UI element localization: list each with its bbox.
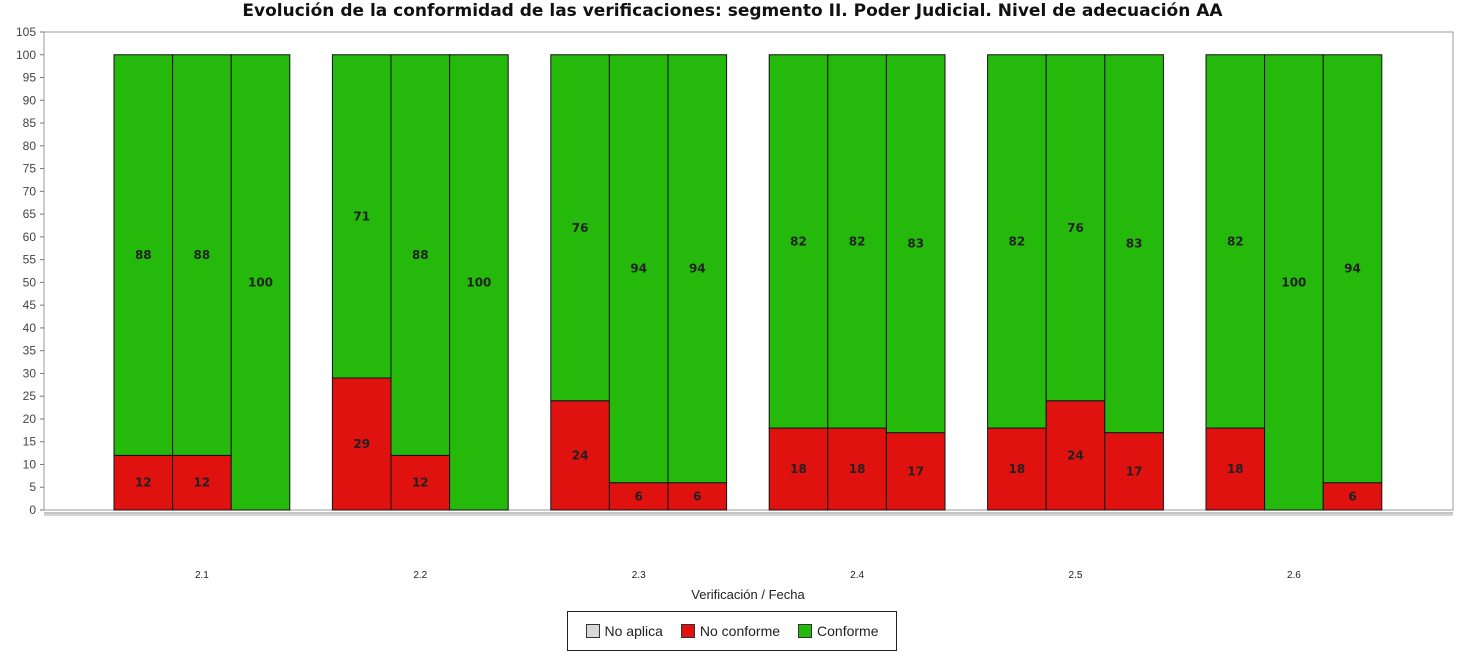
- bar-segment-conforme: [331, 54, 392, 379]
- bar-value-label: 24: [1067, 448, 1084, 462]
- bar-value-label: 18: [849, 462, 866, 476]
- y-tick-label: 55: [23, 253, 37, 267]
- bar-segment-no-conforme: [885, 432, 946, 511]
- bar-segment-conforme: [1045, 54, 1106, 402]
- legend-swatch: [798, 624, 813, 638]
- x-tick-label: 2.4: [850, 570, 864, 581]
- x-tick-label: 2.5: [1069, 570, 1083, 581]
- bar-value-label: 17: [1126, 464, 1143, 478]
- bar-segment-no-conforme: [331, 377, 392, 511]
- y-tick-label: 10: [23, 457, 37, 471]
- bar-value-label: 24: [572, 448, 589, 462]
- bar-value-label: 12: [135, 476, 152, 490]
- y-tick-label: 95: [23, 71, 37, 85]
- bar-value-label: 76: [572, 221, 589, 235]
- bar-segment-no-conforme: [667, 482, 728, 511]
- bar-value-label: 94: [630, 262, 647, 276]
- bar-segment-conforme: [550, 54, 610, 402]
- x-tick-label: 2.6: [1287, 570, 1301, 581]
- legend-label: Conforme: [817, 623, 879, 639]
- bar-value-label: 82: [1009, 234, 1026, 248]
- y-tick-label: 85: [23, 116, 37, 130]
- bar-value-label: 88: [135, 248, 152, 262]
- bar-segment-conforme: [667, 54, 728, 484]
- y-tick-label: 90: [23, 93, 37, 107]
- y-tick-label: 70: [23, 184, 37, 198]
- legend-swatch: [680, 624, 695, 638]
- legend-label: No aplica: [604, 623, 663, 639]
- y-tick-label: 20: [23, 412, 37, 426]
- bar-value-label: 18: [790, 462, 807, 476]
- bar-segment-conforme: [608, 54, 669, 484]
- bar-segment-no-conforme: [1104, 432, 1164, 511]
- bar-segment-conforme: [827, 54, 887, 429]
- x-tick-label: 2.1: [195, 570, 209, 581]
- bar-segment-no-conforme: [827, 427, 887, 511]
- bar-value-label: 17: [907, 464, 924, 478]
- bar-value-label: 82: [790, 234, 807, 248]
- bar-value-label: 88: [412, 248, 429, 262]
- y-tick-label: 80: [23, 139, 37, 153]
- y-tick-label: 15: [23, 435, 37, 449]
- bar-value-label: 100: [1281, 275, 1306, 289]
- y-tick-label: 105: [16, 25, 36, 39]
- legend-item: No conforme: [680, 623, 781, 639]
- y-tick-label: 5: [29, 480, 36, 494]
- bar-segment-conforme: [1104, 54, 1164, 434]
- y-tick-label: 45: [23, 298, 37, 312]
- bar-value-label: 83: [907, 237, 924, 251]
- legend-label: No conforme: [699, 623, 781, 639]
- bar-segment-conforme: [1264, 54, 1324, 511]
- bar-value-label: 82: [1227, 234, 1244, 248]
- bar-value-label: 18: [1009, 462, 1026, 476]
- bar-value-label: 12: [412, 476, 429, 490]
- y-tick-label: 100: [16, 48, 36, 62]
- y-tick-label: 50: [23, 275, 37, 289]
- y-tick-label: 60: [23, 230, 37, 244]
- bar-value-label: 100: [248, 275, 273, 289]
- bar-value-label: 6: [693, 489, 701, 503]
- bar-value-label: 6: [635, 489, 643, 503]
- y-tick-label: 40: [23, 321, 37, 335]
- legend-item: No aplica: [585, 623, 663, 639]
- bar-segment-conforme: [885, 54, 946, 434]
- y-tick-label: 25: [23, 389, 37, 403]
- bar-value-label: 76: [1067, 221, 1084, 235]
- bar-value-label: 94: [689, 262, 706, 276]
- bar-value-label: 83: [1126, 237, 1143, 251]
- bar-value-label: 6: [1348, 489, 1356, 503]
- bar-segment-no-conforme: [172, 454, 232, 511]
- bar-segment-conforme: [230, 54, 291, 511]
- y-tick-label: 75: [23, 162, 37, 176]
- bar-segment-conforme: [987, 54, 1047, 429]
- legend-swatch: [585, 624, 600, 638]
- bar-segment-conforme: [172, 54, 232, 456]
- y-tick-label: 30: [23, 366, 37, 380]
- chart-title: Evolución de la conformidad de las verif…: [242, 1, 1223, 21]
- legend-item: Conforme: [798, 623, 879, 639]
- bar-segment-no-conforme: [1205, 427, 1266, 511]
- bar-value-label: 29: [353, 437, 370, 451]
- x-axis-label: Verificación / Fecha: [691, 587, 805, 602]
- y-tick-label: 0: [29, 503, 36, 517]
- bar-value-label: 88: [194, 248, 211, 262]
- bar-value-label: 82: [849, 234, 866, 248]
- bar-value-label: 18: [1227, 462, 1244, 476]
- y-tick-label: 35: [23, 344, 37, 358]
- bar-value-label: 94: [1344, 262, 1361, 276]
- x-tick-label: 2.3: [632, 570, 646, 581]
- bar-segment-conforme: [1205, 54, 1266, 429]
- y-tick-label: 65: [23, 207, 37, 221]
- x-tick-label: 2.2: [413, 570, 427, 581]
- bar-value-label: 12: [194, 476, 211, 490]
- bar-value-label: 71: [353, 209, 370, 223]
- bar-segment-conforme: [1322, 54, 1383, 484]
- bar-value-label: 100: [466, 275, 491, 289]
- bar-segment-conforme: [449, 54, 509, 511]
- legend: No aplica No conforme Conforme: [567, 611, 897, 651]
- bar-segment-no-conforme: [608, 482, 669, 511]
- bar-segment-conforme: [768, 54, 829, 429]
